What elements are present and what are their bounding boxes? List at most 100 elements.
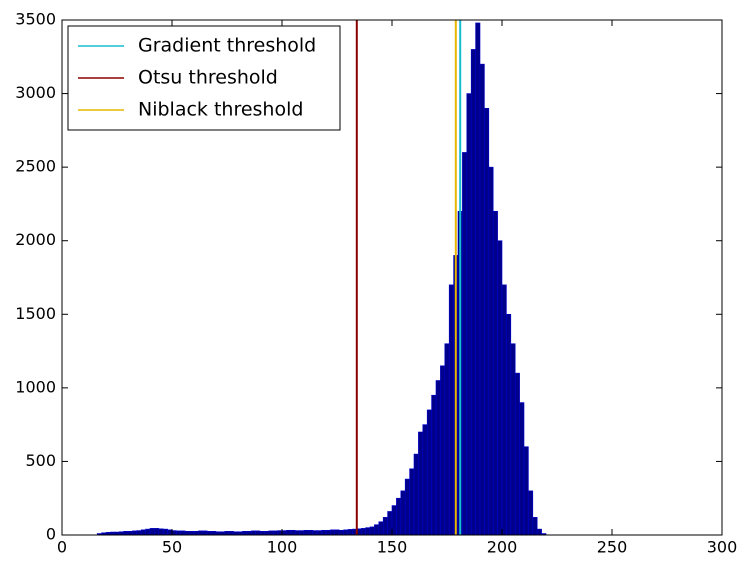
bar — [286, 529, 292, 536]
x-tick-label: 200 — [487, 538, 518, 557]
x-tick-label: 50 — [162, 538, 182, 557]
bar — [136, 530, 142, 536]
y-tick-label: 2000 — [15, 230, 56, 249]
bar — [294, 530, 300, 536]
bar — [422, 424, 428, 536]
bar — [409, 468, 415, 536]
bar — [360, 528, 366, 536]
bar — [228, 531, 234, 536]
bar — [418, 431, 424, 536]
y-tick-label: 1500 — [15, 304, 56, 323]
bar — [171, 530, 177, 536]
y-tick-label: 2500 — [15, 157, 56, 176]
bar — [497, 240, 503, 536]
bar — [158, 528, 164, 536]
bar — [479, 63, 485, 536]
bar — [308, 529, 314, 536]
bar — [162, 528, 168, 536]
y-tick-label: 3000 — [15, 83, 56, 102]
x-tick-label: 250 — [597, 538, 628, 557]
bar — [202, 530, 208, 536]
bar — [523, 446, 529, 536]
bar — [167, 529, 173, 536]
x-tick-label: 300 — [707, 538, 738, 557]
bar — [369, 526, 375, 536]
bar — [259, 531, 265, 536]
bar — [198, 530, 204, 536]
bar — [413, 453, 419, 536]
bar — [514, 372, 520, 536]
bar — [343, 529, 349, 536]
bar — [330, 529, 336, 536]
bar — [475, 22, 481, 536]
bar — [281, 530, 287, 536]
bar — [123, 531, 129, 536]
bar — [149, 528, 155, 536]
bar — [510, 343, 516, 536]
bar — [444, 343, 450, 536]
bar — [404, 478, 410, 536]
bar — [365, 527, 371, 536]
bar — [211, 531, 217, 536]
bar — [316, 530, 322, 536]
bar — [334, 529, 340, 536]
bar — [528, 490, 534, 536]
bar — [501, 284, 507, 536]
bar — [184, 531, 190, 536]
bar — [387, 511, 393, 536]
bar — [277, 530, 283, 536]
bar — [140, 529, 146, 536]
bar — [431, 394, 437, 536]
x-tick-label: 0 — [57, 538, 67, 557]
bar — [391, 505, 397, 536]
bar — [180, 530, 186, 536]
bar — [255, 530, 261, 536]
bar — [206, 531, 212, 536]
bar — [272, 530, 278, 536]
bar — [382, 517, 388, 536]
bar — [374, 524, 380, 536]
bar — [435, 380, 441, 536]
bar — [400, 490, 406, 536]
bar — [132, 530, 138, 536]
bar — [536, 528, 542, 536]
bar — [440, 365, 446, 536]
bar — [290, 529, 296, 536]
bar — [246, 531, 252, 536]
bar — [154, 528, 160, 536]
legend-label: Otsu threshold — [138, 67, 278, 89]
bar — [492, 210, 498, 536]
bar — [264, 531, 270, 536]
bar — [426, 409, 432, 536]
y-tick-label: 500 — [25, 451, 56, 470]
bar — [189, 531, 195, 536]
y-tick-label: 3500 — [15, 10, 56, 29]
x-tick-label: 150 — [377, 538, 408, 557]
legend-label: Gradient threshold — [138, 35, 316, 57]
bar — [462, 152, 468, 536]
bar — [396, 497, 402, 536]
bar — [519, 402, 525, 536]
bar — [347, 529, 353, 536]
bar — [325, 529, 331, 536]
bar — [250, 530, 256, 536]
bar — [448, 284, 454, 536]
bar — [224, 531, 230, 536]
bar — [484, 107, 490, 536]
bar — [312, 530, 318, 536]
bar — [127, 531, 133, 536]
bar — [338, 529, 344, 536]
legend-label: Niblack threshold — [138, 99, 303, 121]
bar — [488, 166, 494, 536]
x-tick-label: 100 — [267, 538, 298, 557]
bar — [145, 528, 151, 536]
bar — [299, 530, 305, 536]
bar — [242, 531, 248, 536]
bar — [466, 93, 472, 536]
bar — [268, 530, 274, 536]
bar — [470, 49, 476, 536]
bar — [532, 517, 538, 536]
bar — [176, 530, 182, 536]
y-tick-label: 0 — [46, 525, 56, 544]
